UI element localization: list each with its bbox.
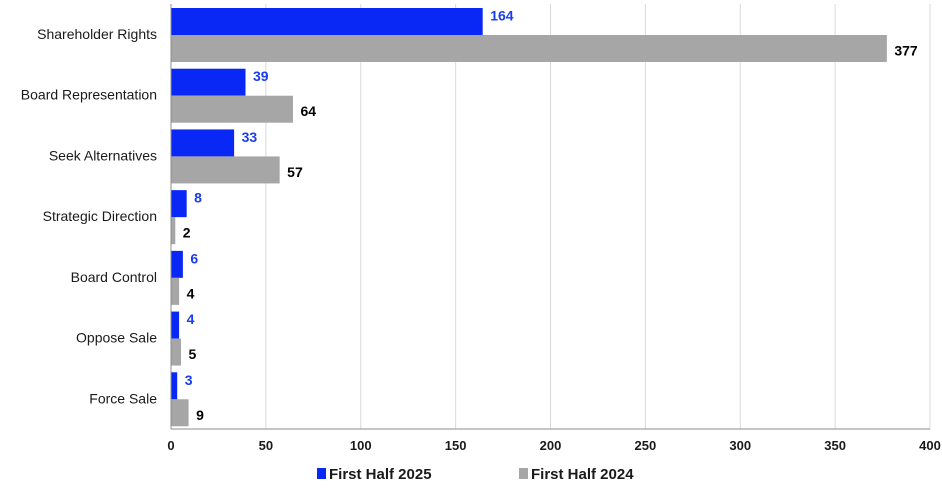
data-label-first-half-2025-force-sale: 3 [185, 372, 193, 388]
bar-first-half-2024-board-control [171, 277, 180, 305]
data-label-first-half-2024-strategic-direction: 2 [183, 225, 191, 241]
x-tick-label-50: 50 [259, 438, 273, 453]
category-label-strategic-direction: Strategic Direction [43, 208, 157, 224]
x-tick-label-250: 250 [635, 438, 657, 453]
data-label-first-half-2024-oppose-sale: 5 [188, 346, 196, 362]
bar-first-half-2024-strategic-direction [171, 217, 176, 245]
legend-swatch-first-half-2024 [519, 468, 528, 479]
data-label-first-half-2024-seek-alternatives: 57 [287, 164, 303, 180]
data-label-first-half-2024-force-sale: 9 [196, 407, 204, 423]
bar-first-half-2024-seek-alternatives [171, 156, 280, 184]
bar-first-half-2025-oppose-sale [171, 311, 180, 339]
bar-first-half-2024-board-representation [171, 95, 293, 123]
data-label-first-half-2025-board-representation: 39 [253, 68, 269, 84]
data-label-first-half-2024-board-representation: 64 [300, 103, 316, 119]
x-tick-label-350: 350 [824, 438, 846, 453]
legend: First Half 2025 First Half 2024 [317, 466, 634, 483]
bar-first-half-2025-board-representation [171, 68, 246, 96]
bar-first-half-2025-shareholder-rights [171, 8, 483, 35]
bar-first-half-2025-seek-alternatives [171, 129, 235, 157]
category-label-board-control: Board Control [71, 269, 157, 285]
data-label-first-half-2025-seek-alternatives: 33 [242, 129, 258, 145]
x-tick-label-200: 200 [540, 438, 562, 453]
bar-first-half-2025-board-control [171, 250, 183, 278]
category-label-board-representation: Board Representation [21, 87, 157, 103]
legend-label-first-half-2025: First Half 2025 [329, 466, 432, 483]
legend-swatch-first-half-2025 [317, 468, 326, 479]
gridlines [265, 4, 931, 429]
data-label-first-half-2025-board-control: 6 [190, 250, 198, 266]
data-label-first-half-2025-oppose-sale: 4 [187, 311, 195, 327]
category-label-seek-alternatives: Seek Alternatives [49, 147, 157, 163]
bar-first-half-2024-oppose-sale [171, 338, 181, 366]
bar-first-half-2025-strategic-direction [171, 190, 187, 218]
bar-first-half-2024-shareholder-rights [171, 35, 887, 62]
x-tick-label-150: 150 [445, 438, 467, 453]
data-label-first-half-2024-shareholder-rights: 377 [894, 43, 918, 59]
x-tick-label-0: 0 [167, 438, 174, 453]
x-tick-label-100: 100 [350, 438, 372, 453]
bar-first-half-2025-force-sale [171, 372, 178, 400]
data-label-first-half-2025-strategic-direction: 8 [194, 190, 202, 206]
data-label-first-half-2024-board-control: 4 [187, 285, 195, 301]
bar-first-half-2024-force-sale [171, 399, 189, 427]
data-label-first-half-2025-shareholder-rights: 164 [490, 8, 514, 24]
category-label-oppose-sale: Oppose Sale [76, 330, 157, 346]
x-tick-label-400: 400 [919, 438, 941, 453]
category-label-shareholder-rights: Shareholder Rights [37, 26, 157, 42]
bars [171, 8, 887, 427]
category-label-force-sale: Force Sale [89, 390, 157, 406]
legend-label-first-half-2024: First Half 2024 [531, 466, 634, 483]
x-tick-label-300: 300 [729, 438, 751, 453]
axes: 0 50 100 150 200 250 300 350 400 Shareholder Righ… [21, 4, 941, 453]
